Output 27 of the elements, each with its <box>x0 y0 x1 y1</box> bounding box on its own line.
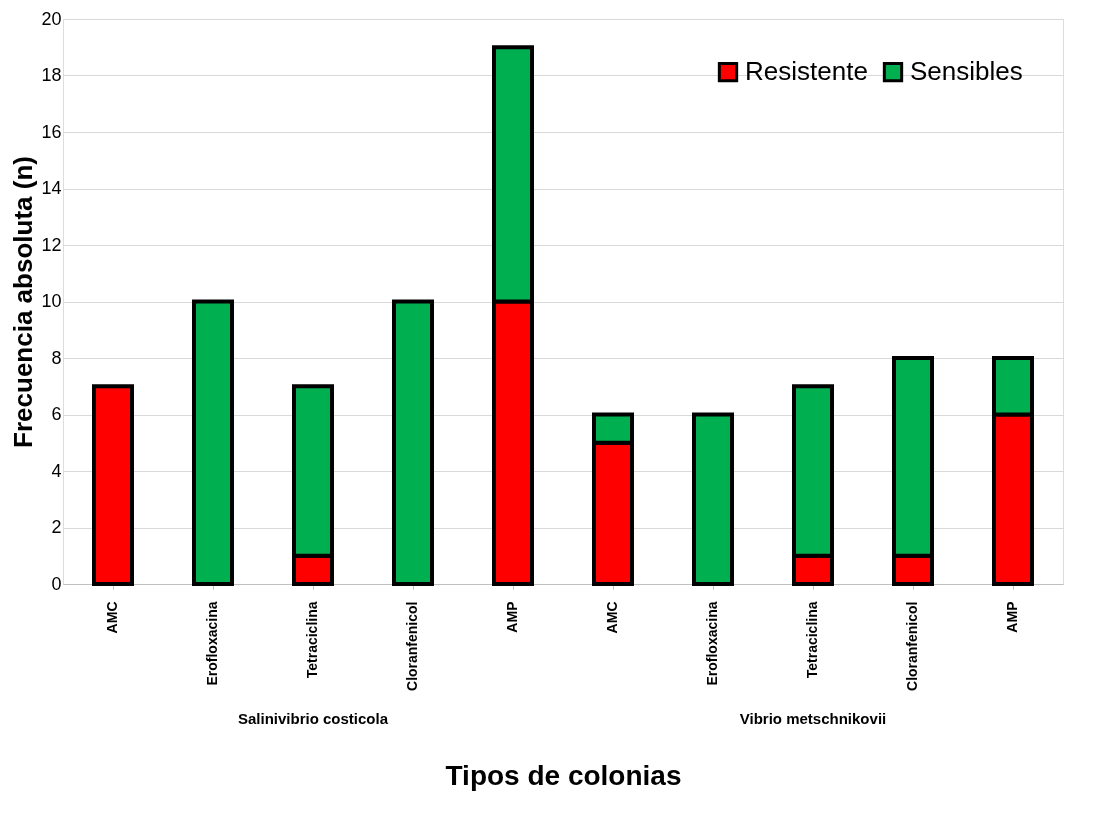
legend-label: Resistente <box>745 56 868 87</box>
x-tick-label: Cloranfenicol <box>904 601 920 691</box>
x-axis-title: Tipos de colonias <box>445 759 682 791</box>
y-tick-label: 16 <box>41 121 62 142</box>
y-tick-label: 4 <box>51 460 62 481</box>
y-tick-label: 2 <box>51 517 62 537</box>
x-tick-label: Erofloxacina <box>704 601 720 686</box>
x-tick-label: AMP <box>504 601 520 633</box>
y-tick-label: 6 <box>51 404 62 424</box>
x-tick-label: AMC <box>104 601 120 634</box>
y-axis-title: Frecuencia absoluta (n) <box>8 156 39 448</box>
text: Vibrio metschnikovii <box>739 710 887 727</box>
x-tick-label: AMP <box>1004 601 1020 633</box>
y-tick-label: 20 <box>41 8 62 29</box>
x-tick-label: Cloranfenicol <box>404 601 420 691</box>
x-tick-label: Tetraciclina <box>304 601 320 679</box>
y-tick-label: 12 <box>41 234 62 255</box>
y-tick-label: 10 <box>41 291 62 311</box>
x-tick-label: Tetraciclina <box>804 601 820 679</box>
y-tick-label: 0 <box>51 573 62 594</box>
y-tick-label: 14 <box>41 178 62 198</box>
y-tick-label: 8 <box>51 347 62 368</box>
legend-label: Sensibles <box>910 56 1023 87</box>
x-tick-label: Erofloxacina <box>204 601 220 686</box>
y-tick-label: 18 <box>41 65 62 85</box>
text: Salinivibrio costicola <box>237 710 389 727</box>
x-tick-label: AMC <box>604 601 620 634</box>
